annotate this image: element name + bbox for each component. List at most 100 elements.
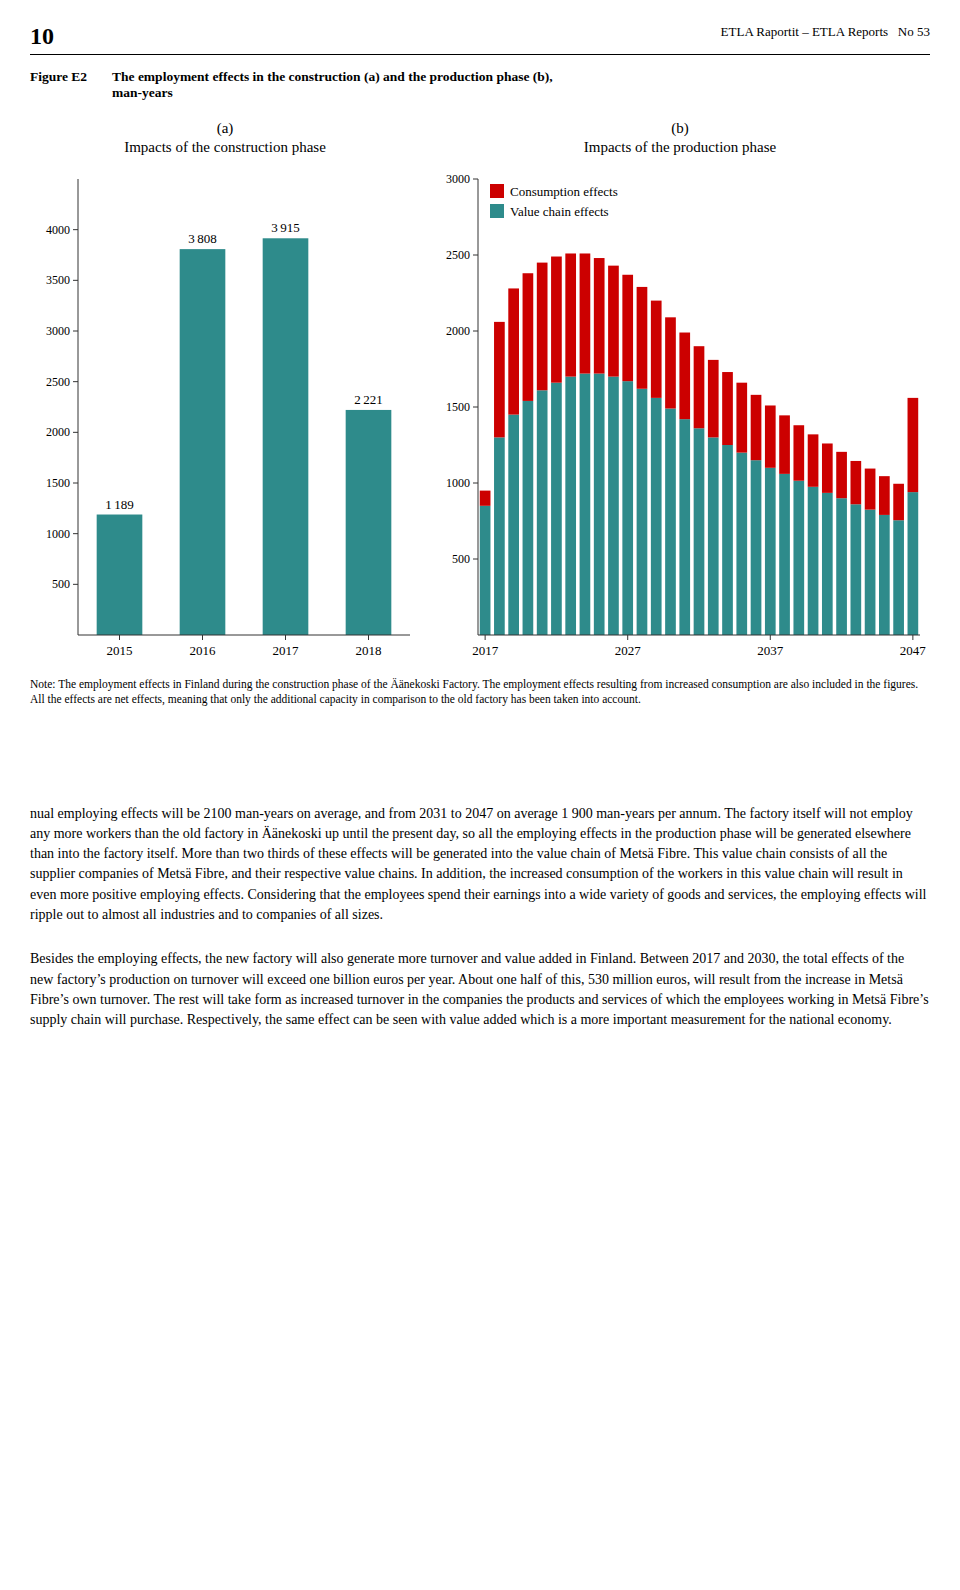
y-tick-label: 4000: [46, 222, 70, 236]
bar: [765, 405, 776, 467]
y-tick: [73, 330, 78, 331]
bar: [879, 476, 890, 515]
y-tick: [473, 178, 478, 179]
bar: [622, 274, 633, 380]
bar: [637, 286, 648, 388]
marks: [480, 253, 918, 635]
bar: [694, 346, 705, 428]
note: Note: The employment effects in Finland …: [30, 677, 930, 708]
y-tick: [473, 406, 478, 407]
bar: [523, 273, 534, 401]
y-tick-label: 1000: [46, 526, 70, 540]
legend-swatch: [490, 204, 504, 218]
bar: [722, 372, 733, 445]
legend-swatch: [490, 184, 504, 198]
x-tick: [770, 635, 771, 640]
x-tick-label: 2027: [615, 643, 642, 658]
bar: [494, 321, 505, 437]
bar: [551, 382, 562, 634]
y-tick: [73, 431, 78, 432]
y-tick-label: 1000: [446, 476, 470, 490]
bar: [722, 445, 733, 635]
x-tick-label: 2047: [900, 643, 927, 658]
bar: [263, 238, 309, 635]
body-paragraph: Besides the employing effects, the new f…: [30, 949, 930, 1030]
legend: Consumption effectsValue chain effects: [490, 184, 618, 219]
bar: [893, 483, 904, 519]
bar: [850, 460, 861, 503]
chart-subtitle: Impacts of the production phase: [584, 138, 776, 157]
data-label: 3 808: [188, 231, 217, 246]
x-tick: [119, 635, 120, 640]
legend-label: Value chain effects: [510, 204, 609, 219]
x-tick: [627, 635, 628, 640]
bar: [751, 394, 762, 459]
x-tick-label: 2016: [190, 643, 217, 658]
bar: [751, 460, 762, 635]
bar: [836, 498, 847, 635]
x-tick-label: 2018: [356, 643, 382, 658]
y-tick-label: 2000: [446, 324, 470, 338]
bar: [665, 408, 676, 634]
x-tick-label: 2017: [273, 643, 300, 658]
bar: [180, 249, 226, 635]
page-header: 10ETLA Raportit – ETLA Reports No 53: [30, 24, 930, 55]
bar: [480, 505, 491, 634]
y-tick-label: 1500: [46, 476, 70, 490]
bar: [822, 492, 833, 634]
bar: [736, 452, 747, 634]
bar: [523, 400, 534, 634]
x-tick: [485, 635, 486, 640]
bar: [594, 258, 605, 374]
bar: [580, 253, 591, 373]
marks: [97, 238, 392, 635]
bar: [651, 300, 662, 397]
data-label: 1 189: [105, 496, 134, 511]
bar: [865, 468, 876, 509]
bar: [565, 253, 576, 376]
x-tick-label: 2015: [107, 643, 133, 658]
bar: [908, 492, 919, 635]
bar: [537, 390, 548, 635]
bar: [694, 428, 705, 635]
y-tick: [73, 381, 78, 382]
chart-svg: 500100015002000250030002017202720372047C…: [430, 167, 930, 667]
bar: [850, 504, 861, 635]
x-tick: [368, 635, 369, 640]
x-axis: [478, 634, 920, 635]
y-axis: [78, 179, 79, 635]
header-text: ETLA Raportit – ETLA Reports No 53: [721, 24, 930, 40]
bar: [97, 514, 143, 634]
bar: [637, 388, 648, 634]
bar: [822, 443, 833, 492]
y-tick-label: 2000: [46, 425, 70, 439]
bar: [494, 437, 505, 635]
bar: [736, 382, 747, 452]
bar: [651, 397, 662, 634]
figure-title-line: The employment effects in the constructi…: [112, 69, 553, 85]
bar: [793, 480, 804, 634]
y-tick-label: 3500: [46, 273, 70, 287]
chart-title: (b): [671, 119, 689, 138]
bar: [679, 332, 690, 419]
x-tick-label: 2017: [472, 643, 499, 658]
bar: [793, 425, 804, 480]
charts: (a)Impacts of the construction phase5001…: [30, 119, 930, 667]
x-tick: [202, 635, 203, 640]
data-label: 2 221: [354, 391, 383, 406]
y-tick: [473, 330, 478, 331]
bar: [779, 415, 790, 474]
chart-svg: 5001000150020002500300035004000201520162…: [30, 167, 420, 667]
bar: [708, 359, 719, 437]
bar: [508, 288, 519, 414]
y-tick-label: 2500: [446, 248, 470, 262]
x-tick: [912, 635, 913, 640]
bar: [608, 265, 619, 376]
bar: [765, 467, 776, 634]
figure-title: The employment effects in the constructi…: [112, 69, 553, 101]
y-tick: [473, 254, 478, 255]
y-tick: [73, 482, 78, 483]
bar: [580, 373, 591, 634]
bar: [893, 520, 904, 635]
bar: [808, 486, 819, 634]
